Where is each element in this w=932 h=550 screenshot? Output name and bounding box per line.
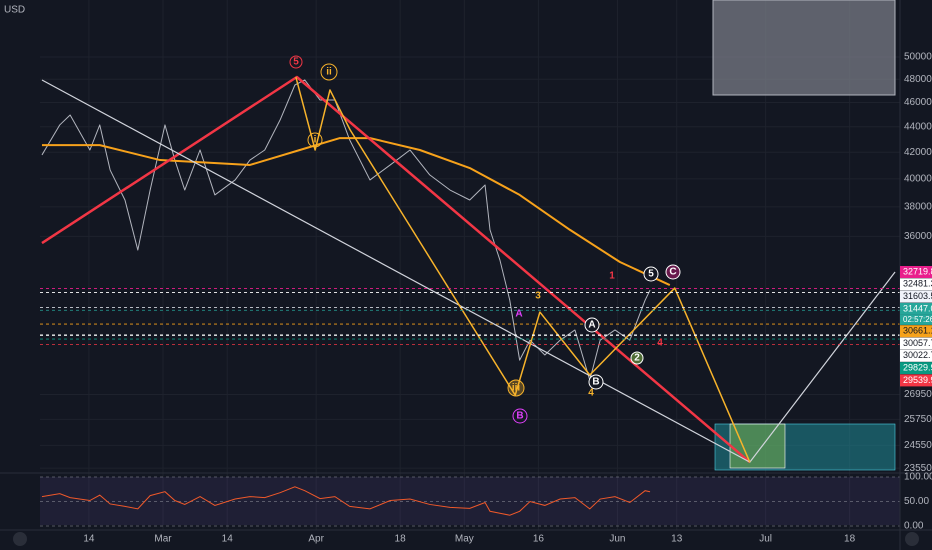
price-label-box <box>900 374 932 387</box>
label-text: 5 <box>648 269 654 280</box>
rsi-line <box>41 486 651 516</box>
wave-label: 3 <box>535 291 541 302</box>
y-tick-label: 23550.0 <box>904 463 932 474</box>
y-tick-label: 46000.0 <box>904 97 932 108</box>
label-text: ii <box>326 67 332 78</box>
y-tick-label: 44000.0 <box>904 121 932 132</box>
target-box <box>714 423 896 471</box>
label-text: B <box>516 411 523 422</box>
price-label: 30661.1 <box>903 326 932 336</box>
y-tick-label: 36000.0 <box>904 231 932 242</box>
wave-label: 4 <box>588 388 594 399</box>
y-tick-label: 100.00 <box>904 472 932 483</box>
price-label-box <box>900 325 932 338</box>
countdown: 02:57:26 <box>903 315 932 324</box>
price-label: 31603.5 <box>903 291 932 301</box>
label-text: 4 <box>588 388 594 399</box>
x-tick-label: 14 <box>222 534 234 545</box>
x-tick-label: Jul <box>759 534 772 545</box>
zoom-button[interactable] <box>13 532 27 546</box>
wave-label: B <box>588 374 604 390</box>
auto-scale-button[interactable] <box>905 532 919 546</box>
series-line <box>41 75 751 464</box>
series-line <box>295 76 751 463</box>
wave-label: 4 <box>657 338 663 349</box>
currency: USD <box>4 5 25 16</box>
wave-label: i <box>307 132 323 148</box>
y-tick-label: 26950.0 <box>904 389 932 400</box>
x-tick-label: Jun <box>609 534 625 545</box>
y-tick-label: 40000.0 <box>904 173 932 184</box>
price-label-box <box>900 362 932 375</box>
price-label-box <box>900 278 932 291</box>
zone-box <box>712 0 896 96</box>
wave-label: 1 <box>609 271 615 282</box>
label-text: 3 <box>535 291 541 302</box>
price-label: 30057.7 <box>903 338 932 348</box>
label-text: 1 <box>609 271 615 282</box>
countdown-box <box>900 314 932 325</box>
series-line <box>41 79 651 381</box>
plot <box>40 75 900 464</box>
y-tick-label: 38000.0 <box>904 201 932 212</box>
y-tick-label: 24550.0 <box>904 440 932 451</box>
rsi-panel <box>40 476 900 527</box>
label-text: 4 <box>657 338 663 349</box>
wave-label: ii <box>320 63 338 81</box>
price-label: 32719.8 <box>903 266 932 276</box>
wave-label: C <box>665 264 681 280</box>
wave-label: B <box>512 408 528 424</box>
label-text: i <box>314 135 317 146</box>
y-tick-label: 50.00 <box>904 496 929 507</box>
rsi-band <box>40 477 900 525</box>
wave-label: A <box>584 317 600 333</box>
label-text: iii <box>512 383 521 394</box>
label-text: B <box>592 377 599 388</box>
price-label: 31447.0 <box>903 303 932 313</box>
wave-label: 5 <box>289 55 303 69</box>
x-tick-label: 13 <box>671 534 683 545</box>
label-text: 5 <box>293 57 299 68</box>
price-label: 30022.7 <box>903 350 932 360</box>
label-text: 2 <box>634 353 640 364</box>
x-tick-label: 14 <box>83 534 95 545</box>
price-label-box <box>900 302 932 315</box>
label-text: C <box>669 267 676 278</box>
y-tick-label: 25750.0 <box>904 414 932 425</box>
wave-label: iii <box>507 379 525 397</box>
target-inner-box <box>729 423 786 469</box>
wave-label: 2 <box>630 351 644 365</box>
label-text: A <box>515 309 522 320</box>
axes: 14Mar14Apr18May16Jun13Jul1850000.048000.… <box>83 52 932 545</box>
wave-label: 5 <box>643 266 659 282</box>
price-label-box <box>900 349 932 362</box>
x-tick-label: Apr <box>308 534 324 545</box>
x-tick-label: 18 <box>395 534 407 545</box>
wave-labels: 5 ii i 3 A iii B A B 4 1 5 C 2 4 <box>289 55 681 424</box>
y-tick-label: 50000.0 <box>904 52 932 63</box>
label-text: A <box>588 320 595 331</box>
y-tick-label: 0.00 <box>904 521 924 532</box>
y-tick-label: 42000.0 <box>904 147 932 158</box>
price-label-box <box>900 337 932 350</box>
y-tick-label: 48000.0 <box>904 74 932 85</box>
price-label-box <box>900 290 932 303</box>
x-tick-label: 18 <box>844 534 856 545</box>
wave-label: A <box>515 309 522 320</box>
x-tick-label: May <box>455 534 474 545</box>
price-label: 32481.3 <box>903 279 932 289</box>
price-label: 29829.9 <box>903 362 932 372</box>
price-label: 29539.9 <box>903 375 932 385</box>
x-tick-label: Mar <box>154 534 172 545</box>
price-label-box <box>900 266 932 278</box>
x-tick-label: 16 <box>533 534 545 545</box>
